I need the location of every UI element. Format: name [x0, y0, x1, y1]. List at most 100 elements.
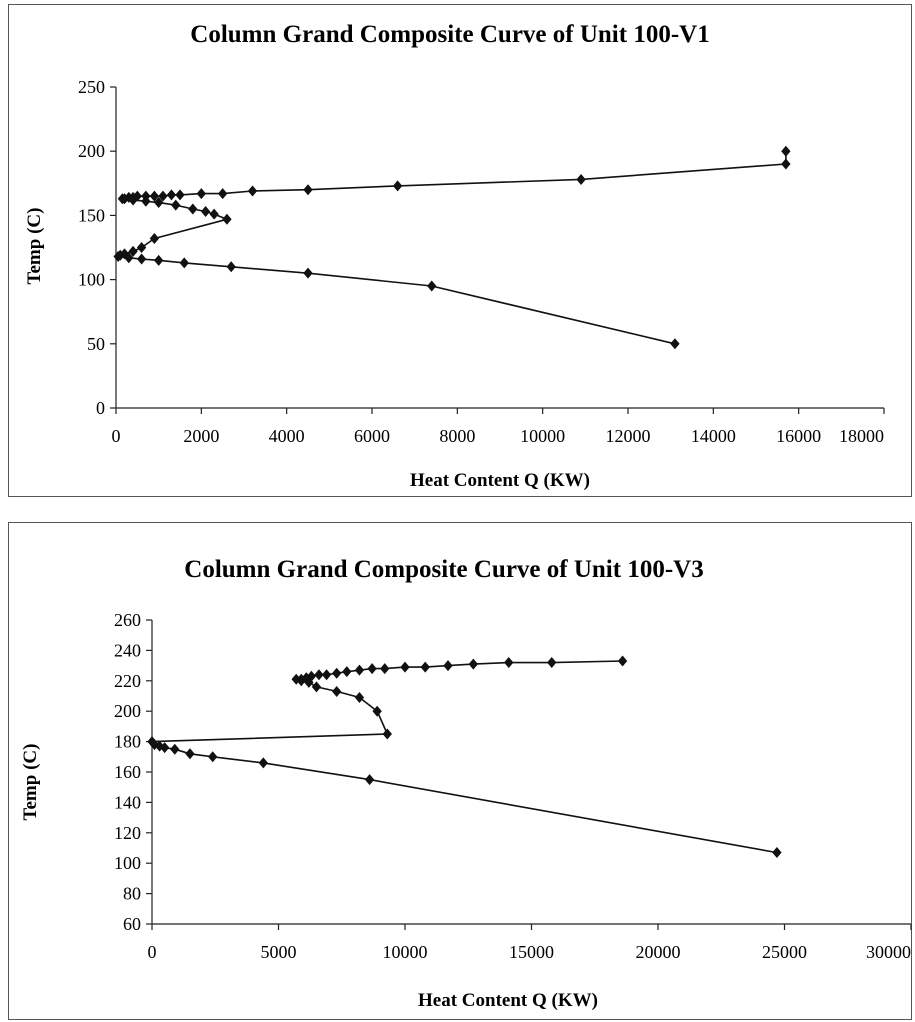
chart-v3-data-point [342, 666, 352, 678]
chart-v3-y-tick-label: 160 [114, 762, 141, 782]
chart-v3-data-point [354, 692, 365, 704]
chart-v1-title: Column Grand Composite Curve of Unit 100… [190, 21, 709, 48]
chart-v1-y-tick-label: 250 [78, 77, 105, 97]
chart-v3-x-tick-label: 30000 [866, 942, 911, 962]
chart-v1-xlabel: Heat Content Q (KW) [410, 470, 590, 491]
chart-v3-data-point [170, 743, 180, 755]
chart-v3-x-tick-label: 10000 [383, 942, 428, 962]
chart-v1-data-point [226, 261, 236, 273]
chart-v3-data-point [296, 675, 306, 687]
chart-v3-data-point [468, 658, 478, 670]
chart-v3-y-tick-label: 60 [123, 914, 141, 934]
chart-v1-x-tick-label: 14000 [691, 426, 736, 446]
chart-v3-data-point [306, 670, 317, 682]
chart-v3-data-point [443, 660, 453, 672]
chart-v3-frame [8, 522, 912, 1020]
chart-v3-data-point [321, 669, 332, 681]
chart-v3-x-tick-label: 15000 [509, 942, 554, 962]
chart-v1-frame [8, 4, 912, 497]
chart-v1-data-point [113, 250, 123, 262]
chart-v1-y-tick-label: 200 [78, 141, 105, 161]
chart-v1-data-point [128, 245, 138, 257]
chart-v1-data-point [179, 257, 189, 269]
chart-v3-title: Column Grand Composite Curve of Unit 100… [184, 556, 703, 583]
chart-v1-data-point [188, 203, 198, 215]
chart-v1-data-point [217, 188, 228, 200]
chart-v1-data-point [141, 195, 151, 207]
chart-v1-data-point [392, 180, 403, 192]
chart-v1-y-tick-label: 0 [96, 398, 105, 418]
chart-v3-data-point [185, 748, 195, 760]
chart-v1-data-point [171, 199, 181, 211]
chart-v1-data-point [119, 248, 130, 260]
chart-v3-y-tick-label: 80 [123, 884, 141, 904]
chart-v1-data-point [576, 173, 586, 185]
chart-v1-y-tick-label: 100 [78, 270, 105, 290]
chart-v1-data-point [153, 197, 164, 209]
chart-v3-plot: 60 80 100 120 140 160 180 200 220 240 260 0 5000 1000… [114, 610, 912, 962]
chart-v3-data-point [504, 657, 514, 669]
chart-v3-xlabel: Heat Content Q (KW) [418, 990, 598, 1011]
chart-v3-data-point [380, 663, 390, 675]
chart-v1-plot: 0 50 100 150 200 250 0 2000 4000 6000 8000 10000 120… [78, 77, 885, 446]
chart-v1-data-point [175, 189, 185, 201]
chart-v3-data-point [311, 681, 322, 693]
chart-v1-ylabel: Temp (C) [24, 208, 45, 285]
chart-v3-data-point [304, 676, 314, 688]
chart-v1-data-point [124, 252, 134, 264]
chart-v3-data-point [364, 774, 375, 786]
chart-v1-data-point [781, 145, 791, 157]
chart-v1-data-point [136, 253, 147, 265]
chart-v3-data-point [208, 751, 218, 763]
chart-v1-x-tick-label: 0 [112, 426, 121, 446]
chart-v1-data-point [222, 213, 232, 225]
chart-v3-y-tick-label: 140 [114, 792, 141, 812]
chart-v1-data-point [117, 193, 128, 205]
chart-v3-data-point [372, 705, 382, 717]
chart-v1-data-point [136, 242, 147, 253]
chart-v3-data-point [772, 847, 782, 859]
chart-v3-data-point [258, 757, 268, 769]
chart-v3-x-tick-label: 0 [148, 942, 157, 962]
chart-v3-data-point [354, 664, 365, 676]
chart-v1-data-point [128, 194, 138, 206]
chart-v3-data-point [382, 728, 392, 740]
chart-v3-data-point [314, 669, 324, 681]
chart-v1-x-tick-label: 8000 [439, 426, 475, 446]
chart-v1-data-point [303, 184, 313, 196]
chart-v1-y-tick-label: 150 [78, 205, 105, 225]
chart-v3-x-tick-label: 5000 [261, 942, 297, 962]
chart-v1-series-line [117, 151, 787, 345]
chart-v3-data-point [332, 667, 342, 679]
chart-v1-data-point [158, 190, 168, 202]
chart-v3-data-point [400, 661, 410, 673]
chart-v3-data-point [617, 655, 628, 667]
chart-v1-data-point [247, 185, 258, 197]
chart-v3-data-point [420, 661, 430, 673]
chart-v1-data-point [149, 190, 160, 202]
chart-v3-data-point [547, 657, 557, 669]
chart-v1-data-point [166, 189, 177, 201]
chart-v3-y-tick-label: 240 [114, 640, 141, 660]
chart-v3-data-point [291, 673, 301, 685]
chart-v1-data-point [209, 208, 219, 220]
chart-v1-x-tick-label: 12000 [606, 426, 651, 446]
chart-v1-data-point [670, 338, 680, 350]
chart-v3-data-point [332, 685, 342, 697]
chart-v1-x-tick-label: 10000 [520, 426, 565, 446]
chart-v1-data-point [427, 280, 437, 292]
chart-v1-x-tick-label: 16000 [776, 426, 821, 446]
chart-v3-x-tick-label: 25000 [762, 942, 807, 962]
chart-v1-data-point [781, 158, 791, 170]
chart-v1-y-tick-label: 50 [87, 334, 105, 354]
chart-v1: Column Grand Composite Curve of Unit 100… [24, 21, 885, 491]
chart-v3-y-tick-label: 200 [114, 701, 141, 721]
chart-v3-data-point [367, 663, 377, 675]
chart-v1-x-tick-label: 4000 [269, 426, 305, 446]
chart-v3-y-tick-label: 100 [114, 853, 141, 873]
chart-v1-x-tick-label: 18000 [839, 426, 884, 446]
chart-v1-data-point [196, 188, 207, 200]
chart-v3-y-tick-label: 220 [114, 671, 141, 691]
chart-v3-x-tick-label: 20000 [636, 942, 681, 962]
